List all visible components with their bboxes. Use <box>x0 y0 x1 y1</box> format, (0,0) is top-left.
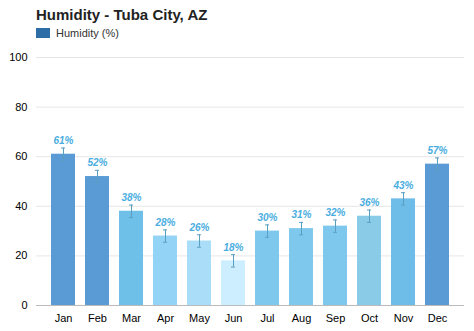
svg-text:May: May <box>189 312 210 324</box>
svg-text:31%: 31% <box>291 209 311 220</box>
svg-text:Oct: Oct <box>361 312 378 324</box>
svg-text:Sep: Sep <box>326 312 346 324</box>
svg-text:57%: 57% <box>427 145 447 156</box>
svg-text:40: 40 <box>15 200 27 212</box>
svg-text:52%: 52% <box>87 157 107 168</box>
svg-text:100: 100 <box>9 51 27 63</box>
svg-text:Mar: Mar <box>122 312 141 324</box>
svg-text:80: 80 <box>15 101 27 113</box>
svg-text:26%: 26% <box>188 222 209 233</box>
svg-text:61%: 61% <box>53 135 73 146</box>
svg-text:30%: 30% <box>257 212 277 223</box>
svg-text:0: 0 <box>21 299 27 311</box>
svg-text:28%: 28% <box>154 217 175 228</box>
svg-text:Jun: Jun <box>225 312 243 324</box>
svg-text:Dec: Dec <box>428 312 448 324</box>
svg-text:Aug: Aug <box>292 312 312 324</box>
svg-text:Jul: Jul <box>260 312 274 324</box>
svg-text:32%: 32% <box>325 207 345 218</box>
svg-text:Jan: Jan <box>55 312 73 324</box>
svg-text:20: 20 <box>15 249 27 261</box>
html-text:Humidity (%): Humidity (%) <box>56 27 119 39</box>
html-text:Humidity - Tuba City, AZ: Humidity - Tuba City, AZ <box>36 6 208 23</box>
svg-text:38%: 38% <box>121 192 141 203</box>
svg-text:18%: 18% <box>223 242 243 253</box>
svg-text:43%: 43% <box>392 180 413 191</box>
svg-text:Apr: Apr <box>157 312 174 324</box>
svg-text:36%: 36% <box>359 197 379 208</box>
svg-text:Feb: Feb <box>88 312 107 324</box>
svg-text:60: 60 <box>15 150 27 162</box>
svg-text:Nov: Nov <box>394 312 414 324</box>
